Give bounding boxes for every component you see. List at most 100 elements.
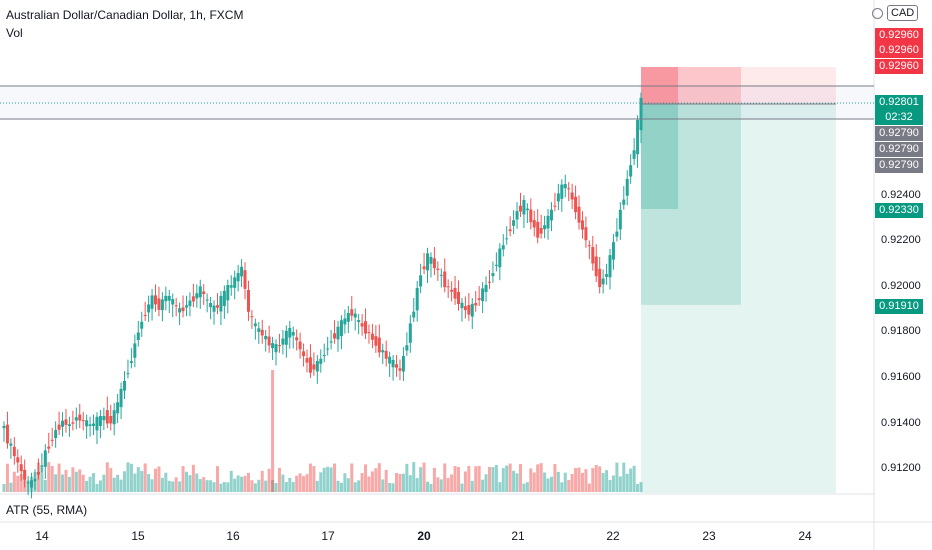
volume-bar xyxy=(319,472,323,492)
volume-bar xyxy=(129,463,133,492)
candle-body xyxy=(450,289,454,292)
volume-bar xyxy=(525,482,529,492)
volume-bar xyxy=(463,471,467,492)
time-tick: 23 xyxy=(702,529,716,543)
candle-body xyxy=(157,298,161,310)
time-tick: 14 xyxy=(35,529,49,543)
volume-bar xyxy=(346,478,350,492)
candle-body xyxy=(639,97,643,131)
candle-body xyxy=(360,323,364,327)
volume-bar xyxy=(405,463,409,492)
volume-bar xyxy=(446,478,450,492)
candle-body xyxy=(295,337,299,341)
volume-bar xyxy=(574,468,578,492)
candle-body xyxy=(339,320,343,337)
candle-body xyxy=(439,274,443,276)
candle-body xyxy=(160,299,164,311)
volume-bar xyxy=(457,466,461,492)
candle-body xyxy=(50,439,54,441)
price-tick: 0.91800 xyxy=(881,325,921,337)
candle-body xyxy=(284,330,288,345)
candle-body xyxy=(308,357,312,373)
time-tick: 20 xyxy=(417,529,431,543)
volume-bar xyxy=(157,466,161,492)
candle-body xyxy=(102,416,106,421)
price-tick: 0.92000 xyxy=(881,280,921,292)
candle-body xyxy=(260,329,264,336)
candle-body xyxy=(133,343,137,358)
volume-bar xyxy=(543,472,547,492)
candle-body xyxy=(209,303,213,308)
volume-bar xyxy=(288,477,292,492)
volume-bar xyxy=(605,470,609,492)
candle-body xyxy=(81,420,85,422)
candle-body xyxy=(384,350,388,359)
volume-bar xyxy=(415,478,419,492)
volume-bar xyxy=(126,462,130,492)
candle-body xyxy=(577,206,581,223)
price-tick: 0.91600 xyxy=(881,371,921,383)
volume-bar xyxy=(305,474,309,492)
volume-bar xyxy=(119,479,123,492)
volume-bar xyxy=(88,476,92,492)
volume-bar xyxy=(350,463,354,492)
candle-body xyxy=(412,311,416,318)
candle-body xyxy=(574,196,578,213)
volume-bar xyxy=(105,462,109,492)
volume-indicator-label[interactable]: Vol xyxy=(6,26,23,40)
candle-body xyxy=(174,305,178,307)
volume-bar xyxy=(222,482,226,492)
volume-bar xyxy=(357,480,361,492)
volume-bar xyxy=(443,463,447,492)
volume-bar xyxy=(553,464,557,492)
volume-bar xyxy=(61,474,65,492)
candle-body xyxy=(30,480,34,488)
candle-body xyxy=(515,211,519,220)
volume-bar xyxy=(632,465,636,492)
candle-body xyxy=(12,446,16,457)
candle-body xyxy=(563,184,567,189)
candle-body xyxy=(171,299,175,305)
candle-body xyxy=(484,284,488,292)
candle-body xyxy=(419,275,423,287)
candle-body xyxy=(250,316,254,318)
currency-selector[interactable]: CAD xyxy=(872,5,919,21)
symbol-title[interactable]: Australian Dollar/Canadian Dollar, 1h, F… xyxy=(6,8,244,22)
candle-body xyxy=(525,208,529,211)
candle-body xyxy=(477,298,481,300)
candle-body xyxy=(167,295,171,301)
volume-bar xyxy=(408,475,412,492)
volume-bar xyxy=(477,465,481,492)
volume-bar xyxy=(515,473,519,492)
candle-body xyxy=(253,323,257,327)
entry-price-badge: 0.92790 xyxy=(875,126,923,141)
volume-bar xyxy=(229,470,233,492)
volume-bar xyxy=(450,474,454,492)
volume-bar xyxy=(284,482,288,492)
candle-body xyxy=(498,248,502,268)
candle-body xyxy=(267,336,271,346)
atr-indicator-label[interactable]: ATR (55, RMA) xyxy=(6,503,88,517)
candle-body xyxy=(611,242,615,260)
candle-body xyxy=(315,360,319,372)
candle-body xyxy=(570,192,574,200)
candle-body xyxy=(601,278,605,285)
candle-body xyxy=(195,293,199,299)
range-band xyxy=(0,86,874,119)
volume-bar xyxy=(388,482,392,492)
volume-bar xyxy=(498,482,502,492)
volume-bar xyxy=(136,467,140,492)
volume-bar xyxy=(339,482,343,492)
volume-bar xyxy=(312,466,316,492)
volume-bar xyxy=(5,463,9,492)
candle-body xyxy=(470,303,474,317)
volume-bar xyxy=(54,474,58,492)
volume-bar xyxy=(470,480,474,492)
volume-bar xyxy=(160,477,164,492)
candle-body xyxy=(181,307,185,312)
candle-body xyxy=(67,424,71,427)
volume-bar xyxy=(226,482,230,492)
volume-bar xyxy=(494,464,498,492)
candle-body xyxy=(395,364,399,368)
